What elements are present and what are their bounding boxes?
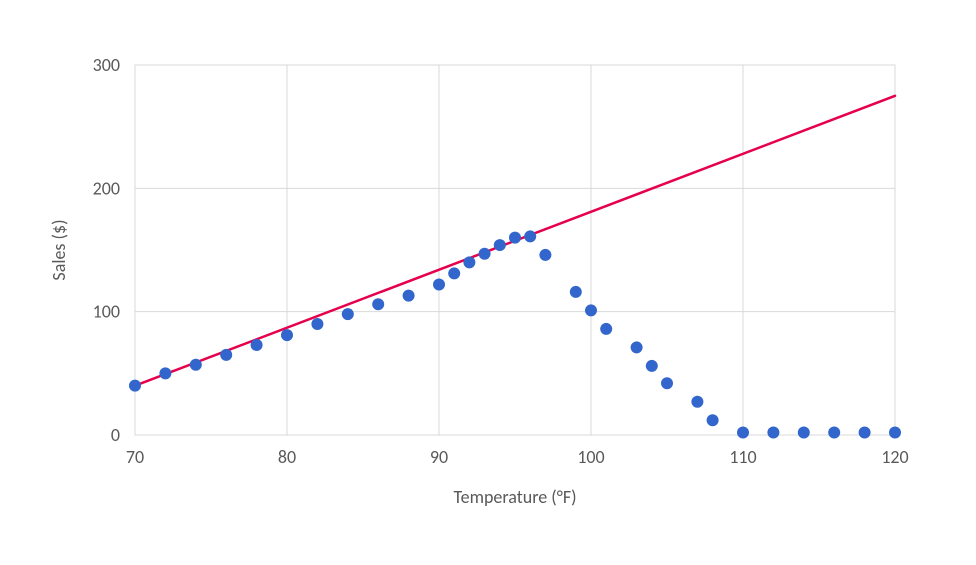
data-point	[767, 427, 779, 439]
data-point	[509, 232, 521, 244]
data-point	[281, 329, 293, 341]
data-point	[479, 248, 491, 260]
data-point	[631, 341, 643, 353]
data-point	[159, 367, 171, 379]
x-tick-label: 110	[729, 446, 756, 468]
data-point	[707, 414, 719, 426]
data-point	[585, 304, 597, 316]
data-point	[448, 267, 460, 279]
y-tick-label: 0	[111, 424, 120, 446]
data-point	[859, 427, 871, 439]
data-point	[433, 279, 445, 291]
data-point	[463, 256, 475, 268]
data-point	[190, 359, 202, 371]
chart-svg: 70 80 90 100 110 120 0 100 200 300 Temperature (°F…	[0, 0, 976, 565]
y-tick-label: 300	[93, 54, 120, 76]
data-point	[403, 290, 415, 302]
data-point	[220, 349, 232, 361]
data-point	[889, 427, 901, 439]
y-tick-label: 100	[93, 301, 120, 323]
data-point	[691, 396, 703, 408]
data-point	[737, 427, 749, 439]
y-tick-label: 200	[93, 177, 120, 199]
x-axis-title: Temperature (°F)	[453, 486, 576, 508]
data-point	[342, 308, 354, 320]
x-tick-label: 70	[126, 446, 144, 468]
data-point	[798, 427, 810, 439]
x-tick-label: 90	[430, 446, 448, 468]
data-point	[570, 286, 582, 298]
data-point	[311, 318, 323, 330]
data-point	[828, 427, 840, 439]
data-point	[539, 249, 551, 261]
data-point	[129, 380, 141, 392]
data-point	[524, 230, 536, 242]
x-tick-label: 100	[577, 446, 604, 468]
data-point	[494, 239, 506, 251]
y-axis-title: Sales ($)	[48, 219, 70, 280]
data-point	[646, 360, 658, 372]
chart-background	[0, 0, 976, 565]
x-tick-label: 80	[278, 446, 296, 468]
data-point	[600, 323, 612, 335]
data-point	[372, 298, 384, 310]
x-tick-label: 120	[881, 446, 908, 468]
data-point	[251, 339, 263, 351]
data-point	[661, 377, 673, 389]
sales-vs-temperature-chart: 70 80 90 100 110 120 0 100 200 300 Temperature (°F…	[0, 0, 976, 565]
